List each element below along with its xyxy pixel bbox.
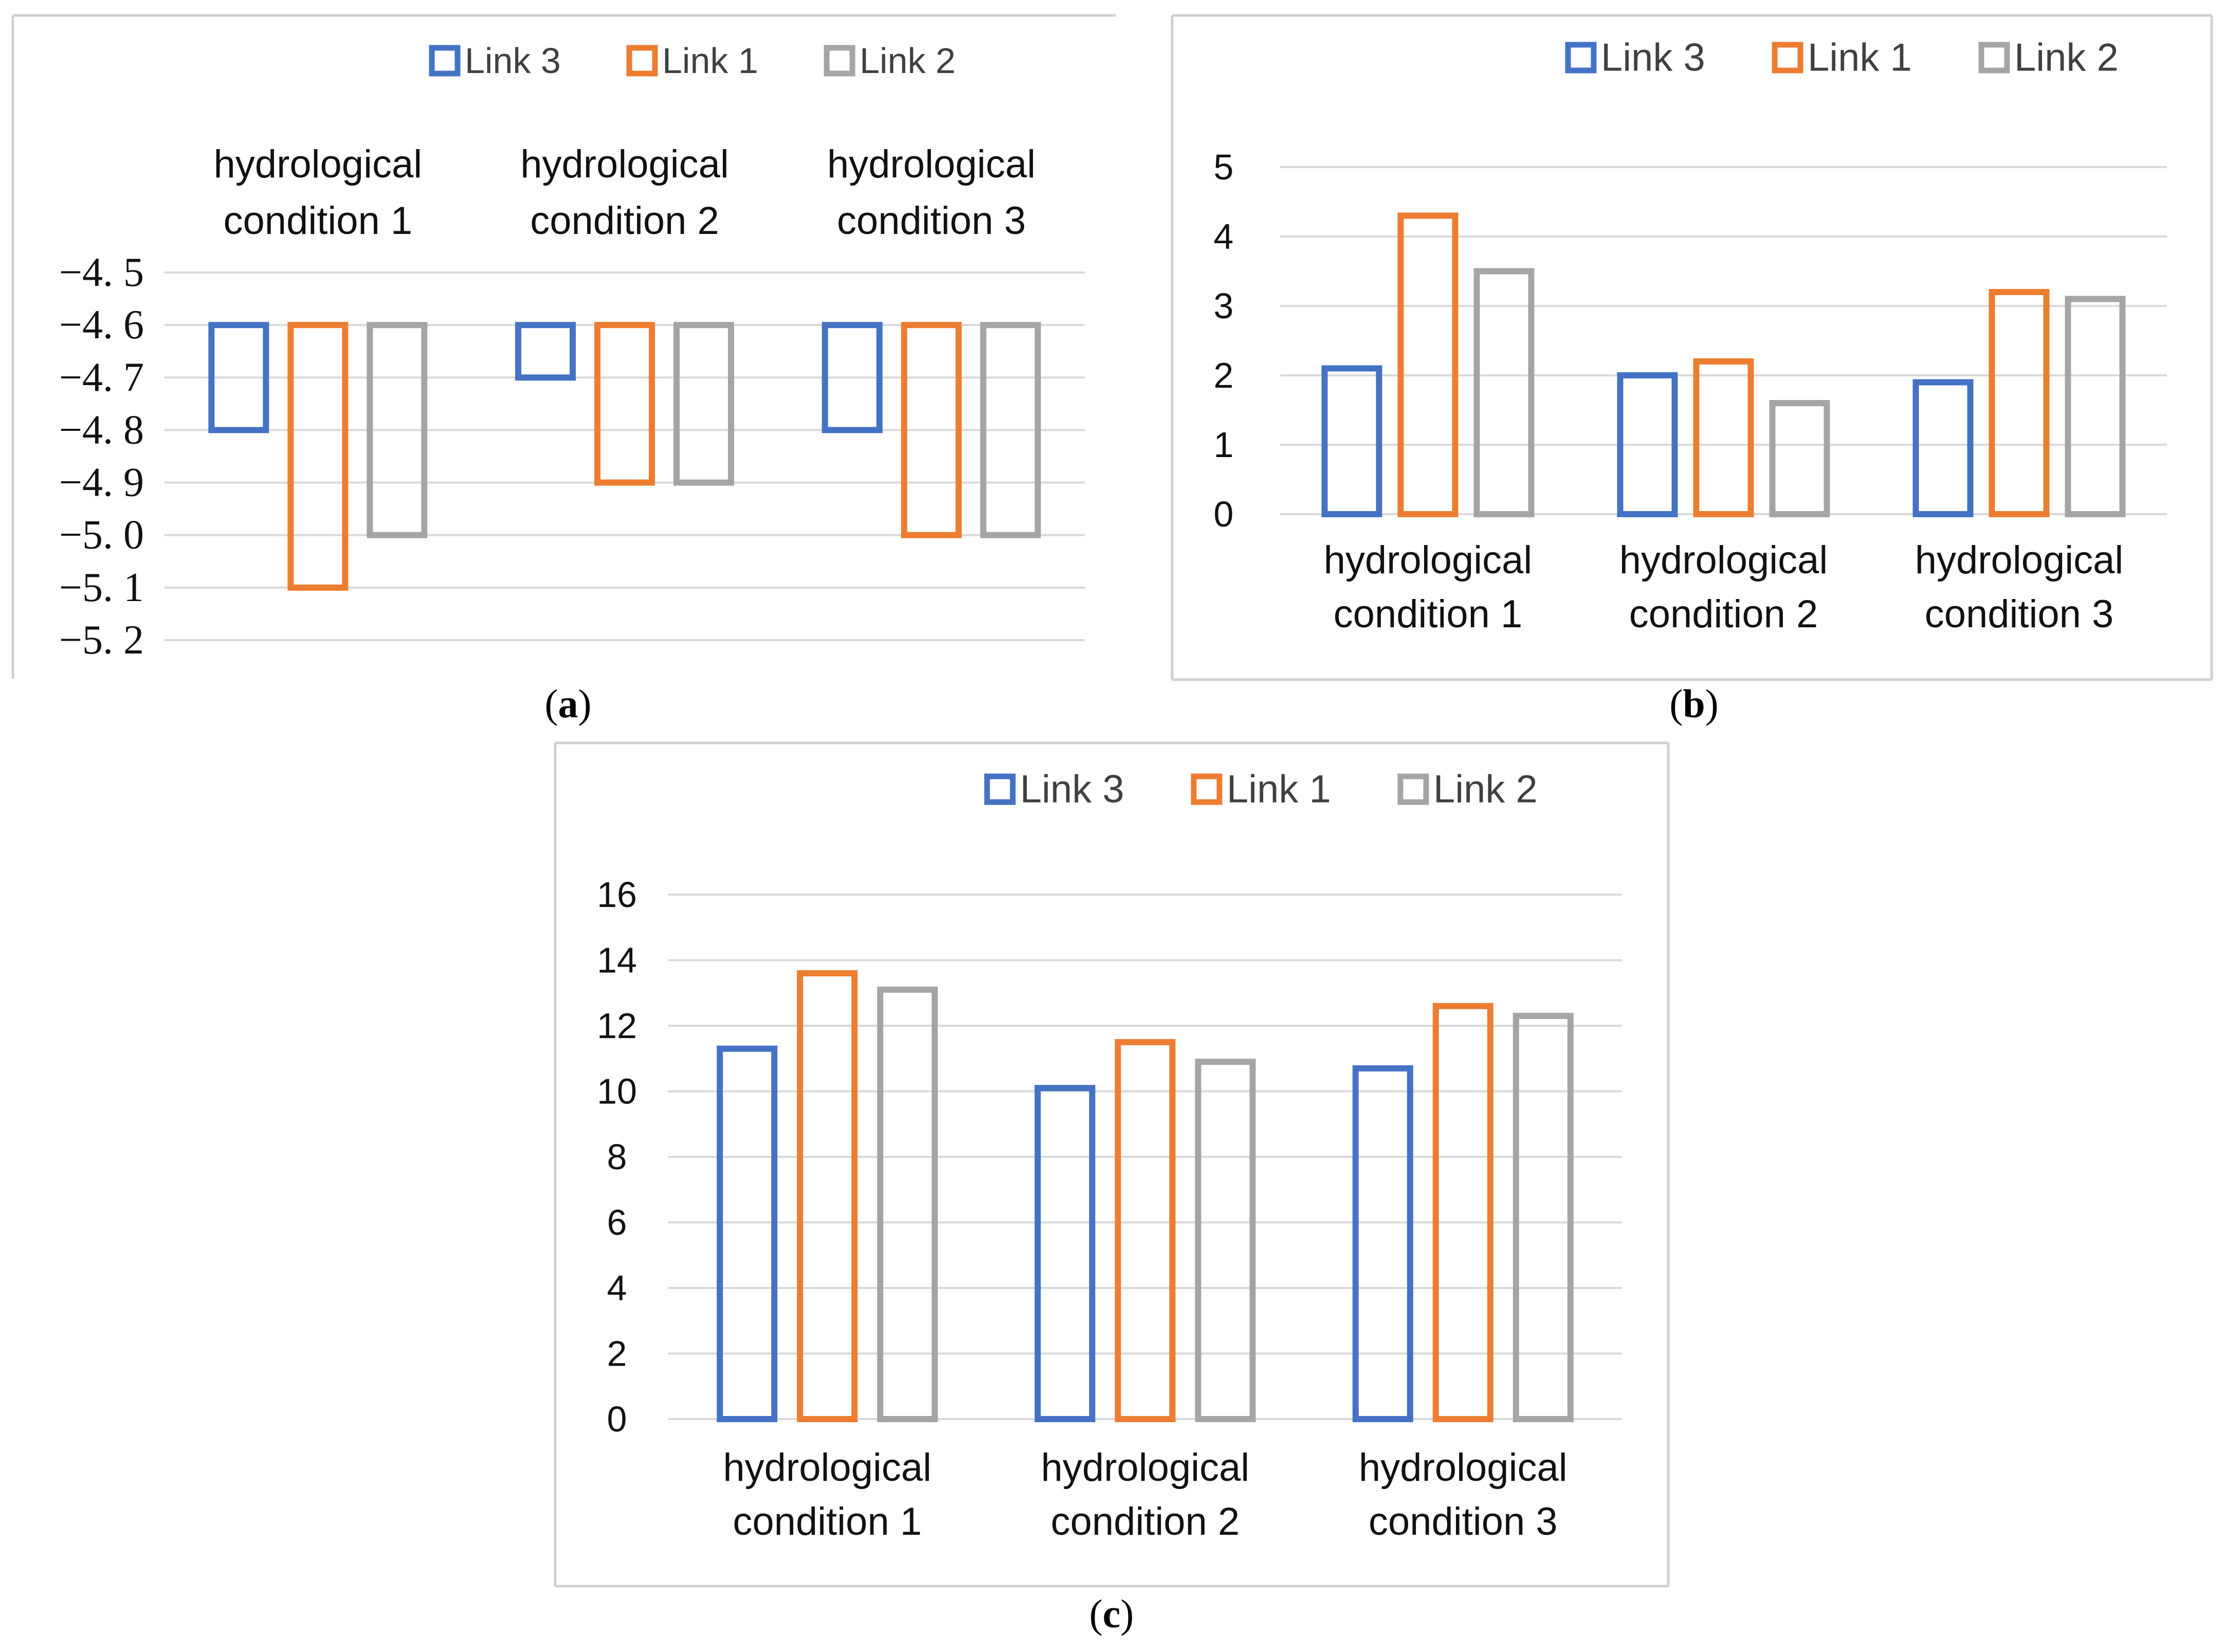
legend: Link 3 Link 1 Link 2 [984,768,1538,811]
bar-link-3-cond-3 [1352,1065,1413,1422]
bar-link-1-cond-1 [287,322,349,591]
legend-label: Link 3 [1601,36,1705,80]
category-label: hydrological condition 3 [827,142,1036,243]
bar-link-2-cond-2 [673,322,734,486]
bar-link-3-cond-1 [717,1045,778,1422]
legend-label: Link 2 [1433,768,1538,811]
category-label: hydrological condition 2 [520,142,729,243]
y-tick-label: 8 [607,1137,627,1177]
y-tick-label: 4 [1214,216,1234,257]
y-tick-label: −5. 0 [59,513,144,558]
bar-link-2-cond-2 [1195,1059,1256,1422]
bar-link-3-cond-1 [1321,365,1382,517]
bar-link-1-cond-2 [1693,358,1754,517]
y-tick-label: 12 [597,1006,637,1046]
bar-link-1-cond-3 [1989,289,2050,517]
bar-link-1-cond-3 [1432,1003,1493,1422]
legend-label: Link 1 [1808,36,1912,80]
chart-frame [11,14,1116,679]
bar-link-1-cond-1 [1397,212,1459,517]
chart-panel-b: 0 1 2 3 4 5 hydrological condition 1 hydrologica… [1171,14,2213,726]
legend-swatch [1772,42,1803,74]
y-tick-label: 16 [597,875,637,915]
bar-link-3-cond-1 [208,322,269,433]
y-tick-label: 10 [597,1072,637,1112]
chart-frame [1171,14,2213,681]
bar-link-2-cond-1 [877,986,938,1422]
y-tick-label: −4. 9 [59,460,144,505]
bar-link-2-cond-3 [1512,1012,1574,1422]
panel-label: (c) [1089,1591,1134,1636]
chart-frame [554,741,1670,1588]
bar-link-2-cond-3 [980,322,1041,538]
category-label: hydrological condition 3 [1915,538,2124,636]
panel-label: (a) [545,681,592,726]
bar-link-2-cond-1 [1473,268,1535,517]
chart-panel-a: −4. 5 −4. 6 −4. 7 −4. 8 −4. 9 −5. 0 −5. 1 −5. 2… [11,14,1116,726]
bar-link-3-cond-2 [515,322,576,381]
y-tick-label: 3 [1214,286,1234,326]
y-tick-label: 0 [1214,494,1234,534]
legend-swatch [626,45,658,77]
y-tick-label: −4. 7 [59,355,144,400]
panel-label: (b) [1669,681,1718,726]
y-tick-label: −4. 6 [59,302,144,348]
legend: Link 3 Link 1 Link 2 [1565,36,2119,80]
bar-link-1-cond-3 [901,322,962,538]
y-tick-label: −4. 8 [59,407,144,452]
bar-link-1-cond-2 [594,322,655,486]
legend-swatch [984,773,1016,805]
bar-link-1-cond-2 [1115,1039,1176,1422]
bar-link-3-cond-3 [822,322,883,433]
chart-panel-c: 0 2 4 6 8 10 12 14 16 hydrological condition 1 hydr… [554,741,1670,1636]
legend-swatch [1978,42,2010,74]
category-label: hydrological condition 3 [1359,1446,1567,1544]
bar-link-2-cond-2 [1769,400,1830,517]
y-tick-label: 0 [607,1399,627,1439]
bar-link-2-cond-1 [367,322,428,538]
bar-link-2-cond-3 [2065,296,2126,517]
category-label: hydrological condition 2 [1619,538,1828,636]
y-tick-label: 5 [1214,147,1234,187]
category-label: hydrological condition 1 [1324,538,1533,636]
bar-link-3-cond-3 [1912,379,1974,517]
y-tick-label: −5. 1 [59,565,144,610]
y-tick-label: −4. 5 [59,250,144,295]
legend-swatch [1191,773,1223,805]
legend: Link 3 Link 1 Link 2 [429,41,956,81]
y-tick-label: 1 [1214,425,1234,465]
category-label: hydrological condition 1 [214,142,423,243]
legend-label: Link 3 [1020,768,1124,811]
y-tick-label: 14 [597,940,637,981]
legend-label: Link 2 [2014,36,2119,80]
y-tick-label: 2 [607,1334,627,1374]
y-tick-label: 6 [607,1203,627,1243]
legend-label: Link 1 [662,41,758,81]
y-tick-label: 4 [607,1268,627,1308]
y-tick-label: −5. 2 [59,618,144,663]
legend-swatch [429,45,461,77]
legend-label: Link 2 [860,41,956,81]
bar-link-1-cond-1 [797,970,858,1422]
bar-link-3-cond-2 [1034,1085,1096,1422]
legend-swatch [824,45,855,77]
bar-link-3-cond-2 [1617,372,1678,517]
legend-swatch [1565,42,1597,74]
y-tick-label: 2 [1214,355,1234,395]
category-label: hydrological condition 2 [1041,1446,1250,1544]
category-label: hydrological condition 1 [723,1446,932,1544]
legend-swatch [1397,773,1429,805]
legend-label: Link 1 [1227,768,1331,811]
legend-label: Link 3 [465,41,561,81]
